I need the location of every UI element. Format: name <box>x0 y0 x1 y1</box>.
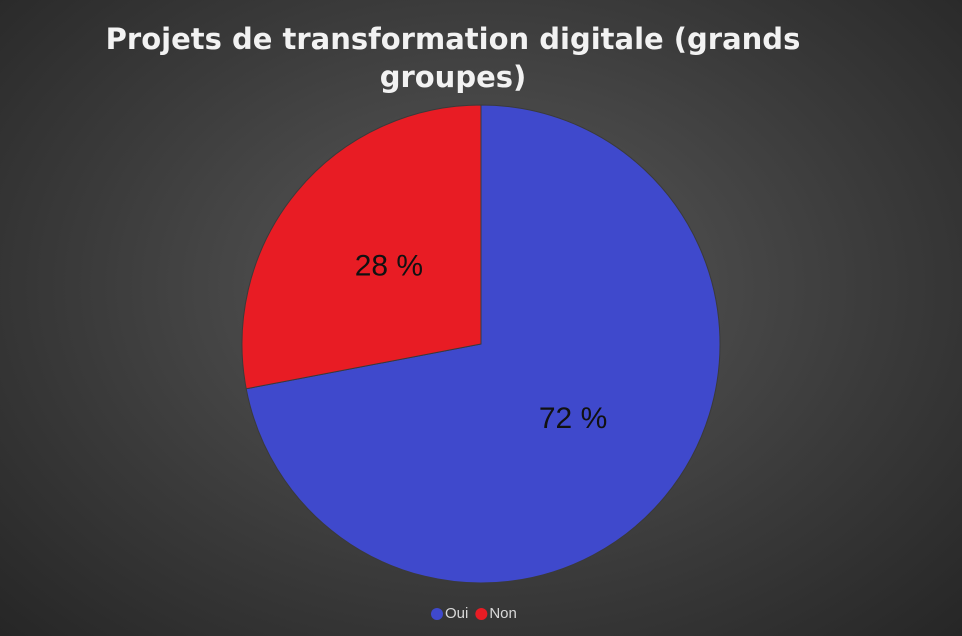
legend-marker <box>431 608 443 620</box>
value-label: 72 % <box>539 402 607 435</box>
legend-label: Non <box>489 605 517 622</box>
pie-slice <box>245 104 721 584</box>
legend-label: Oui <box>445 605 468 622</box>
legend-marker <box>475 608 488 620</box>
value-label: 28 % <box>355 250 423 283</box>
chart-title: Projets de transformation digitale (gran… <box>105 22 801 94</box>
pie-slice <box>241 104 482 390</box>
